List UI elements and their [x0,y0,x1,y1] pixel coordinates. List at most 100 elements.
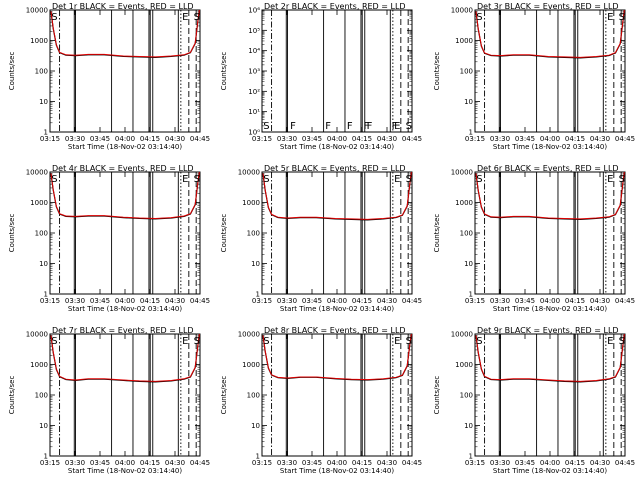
y-tick-label: 100 [247,392,260,400]
y-tick-label: 10 [464,98,473,106]
panel-title: Det 3r BLACK = Events, RED = LLD [477,2,619,11]
panel-title: Det 1r BLACK = Events, RED = LLD [52,2,194,11]
series-line-lld [262,172,412,220]
series-line-events [50,172,200,220]
y-axis-label: Counts/sec [433,214,441,253]
y-tick-label: 10⁶ [248,7,260,15]
x-tick-label: 04:00 [540,135,560,143]
y-tick-label: 10⁰ [248,129,260,137]
x-axis-label: Start Time (18-Nov-02 03:14:40) [68,467,182,475]
y-tick-label: 10 [464,260,473,268]
x-tick-label: 03:15 [40,297,60,305]
y-tick-label: 10000 [451,331,473,339]
y-tick-label: 100 [460,230,473,238]
x-tick-label: 04:15 [140,297,160,305]
series-line-events [262,172,412,221]
flag-marker-label: S [619,336,625,347]
x-tick-label: 04:15 [565,135,585,143]
x-axis-label: Start Time (18-Nov-02 03:14:40) [493,305,607,313]
flag-marker-label: F [325,121,331,132]
y-tick-label: 100 [247,230,260,238]
x-axis-label: Start Time (18-Nov-02 03:14:40) [68,143,182,151]
y-tick-label: 10000 [238,169,260,177]
flag-marker-label: S [51,336,57,347]
y-tick-label: 10000 [451,7,473,15]
plot-frame [49,9,201,133]
x-axis-label: Start Time (18-Nov-02 03:14:40) [68,305,182,313]
y-tick-label: 10000 [451,169,473,177]
series-line-lld [50,172,200,219]
detector-panel-8: Det 8r BLACK = Events, RED = LLD 1 10 100 10… [220,326,422,475]
y-tick-label: 100 [460,68,473,76]
y-tick-label: 1 [44,291,48,299]
y-tick-label: 10000 [26,331,48,339]
x-tick-label: 04:30 [377,459,397,467]
x-tick-label: 04:45 [402,135,422,143]
y-tick-label: 1000 [242,361,260,369]
x-tick-label: 04:15 [140,459,160,467]
x-tick-label: 03:45 [90,459,110,467]
detector-panel-3: Det 3r BLACK = Events, RED = LLD 1 10 100 10… [433,2,635,151]
y-tick-label: 1000 [455,199,473,207]
y-axis-label: Counts/sec [433,376,441,415]
flag-marker-label: S [194,174,200,185]
x-tick-label: 03:30 [490,297,510,305]
flag-marker-label: E [607,174,613,185]
x-tick-label: 04:00 [540,459,560,467]
x-tick-label: 03:30 [65,459,85,467]
flag-marker-label: E [182,12,188,23]
detector-panel-1: Det 1r BLACK = Events, RED = LLD 1 10 100 10… [8,2,210,151]
y-tick-label: 10 [251,422,260,430]
panel-title: Det 6r BLACK = Events, RED = LLD [477,164,619,173]
x-tick-label: 04:30 [165,459,185,467]
y-tick-label: 100 [35,392,48,400]
flag-marker-label: S [263,336,269,347]
flag-marker-label: S [476,336,482,347]
plot-area: S F F F FF FE S [263,10,412,132]
series-line-lld [475,172,625,220]
flag-marker-label: E [182,336,188,347]
flag-marker-label: S [194,12,200,23]
flag-marker-label: S [263,121,269,132]
y-tick-label: 1000 [455,361,473,369]
x-tick-label: 04:15 [352,297,372,305]
x-axis-label: Start Time (18-Nov-02 03:14:40) [280,467,394,475]
detector-panel-2: Det 2r BLACK = Events, RED = LLD 10⁰ 10¹ 10… [220,2,422,151]
y-tick-label: 10² [248,88,260,96]
y-tick-label: 1 [256,453,260,461]
panel-title: Det 4r BLACK = Events, RED = LLD [52,164,194,173]
x-tick-label: 04:00 [327,297,347,305]
flag-marker-label: F [363,121,369,132]
flag-marker-label: F [290,121,296,132]
series-line-lld [475,334,625,382]
flag-marker-label: S [406,174,412,185]
flag-marker-label: E [394,174,400,185]
y-tick-label: 1000 [30,199,48,207]
x-tick-label: 04:00 [327,135,347,143]
x-tick-label: 04:00 [327,459,347,467]
y-tick-label: 100 [35,230,48,238]
x-tick-label: 03:15 [465,459,485,467]
panel-title: Det 8r BLACK = Events, RED = LLD [264,326,406,335]
x-tick-label: 03:15 [465,135,485,143]
plot-frame [49,333,201,457]
x-tick-label: 04:45 [615,297,635,305]
flag-marker-label: S [406,121,412,132]
y-tick-label: 10⁴ [248,47,260,55]
x-tick-label: 03:15 [252,297,272,305]
x-tick-label: 03:15 [465,297,485,305]
plot-frame [261,171,413,295]
plot-frame [49,171,201,295]
x-tick-label: 04:15 [565,459,585,467]
detector-panel-7: Det 7r BLACK = Events, RED = LLD 1 10 100 10… [8,326,210,475]
flag-marker-label: E [182,174,188,185]
x-tick-label: 04:30 [377,135,397,143]
series-line-events [475,172,625,220]
